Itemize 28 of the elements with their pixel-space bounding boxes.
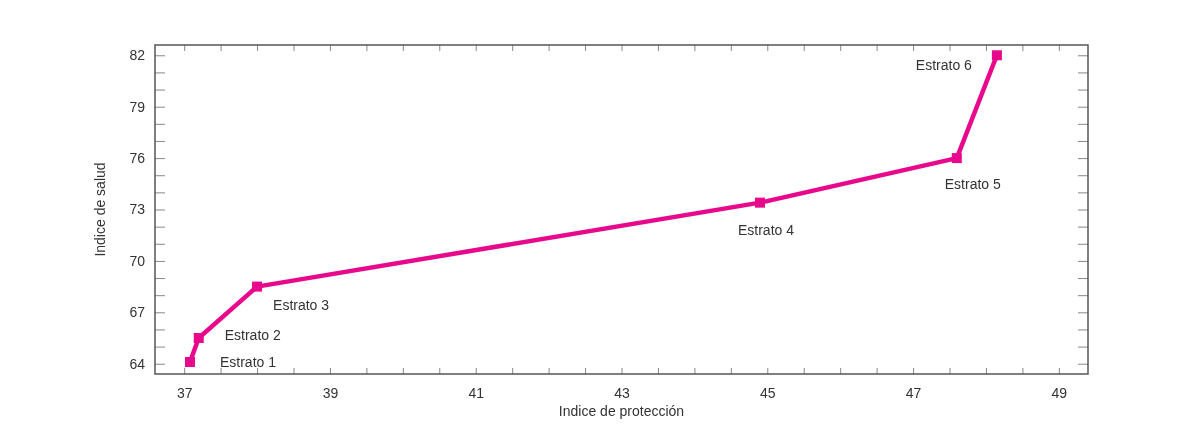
annotation: Estrato 6: [915, 57, 973, 74]
annotation: Estrato 3: [273, 296, 330, 313]
point: [193, 333, 204, 344]
y-tick-label: 73: [129, 201, 146, 218]
y-tick-label: 67: [129, 304, 146, 321]
y-axis-title: Indice de salud: [92, 162, 108, 257]
point: [991, 50, 1002, 61]
x-tick-label: 47: [905, 384, 922, 401]
point: [754, 197, 765, 208]
x-tick-label: 41: [468, 384, 485, 401]
x-axis-title: Indice de protección: [558, 403, 685, 419]
annotation: Estrato 1: [219, 353, 277, 370]
point: [252, 281, 263, 292]
y-tick-label: 79: [129, 98, 146, 115]
x-tick-label: 49: [1051, 384, 1068, 401]
y-tick-label: 76: [129, 150, 146, 167]
x-tick-label: 37: [176, 384, 193, 401]
annotation: Estrato 2: [224, 326, 281, 343]
point: [951, 153, 962, 164]
x-tick-label: 39: [322, 384, 339, 401]
x-tick-label: 43: [614, 384, 630, 401]
annotation: Estrato 4: [737, 221, 795, 238]
y-tick-label: 82: [129, 47, 146, 64]
x-tick-label: 45: [759, 384, 776, 401]
y-tick-label: 70: [129, 252, 146, 269]
annotation: Estrato 5: [944, 175, 1002, 192]
point: [184, 357, 195, 368]
y-tick-label: 64: [129, 355, 146, 372]
